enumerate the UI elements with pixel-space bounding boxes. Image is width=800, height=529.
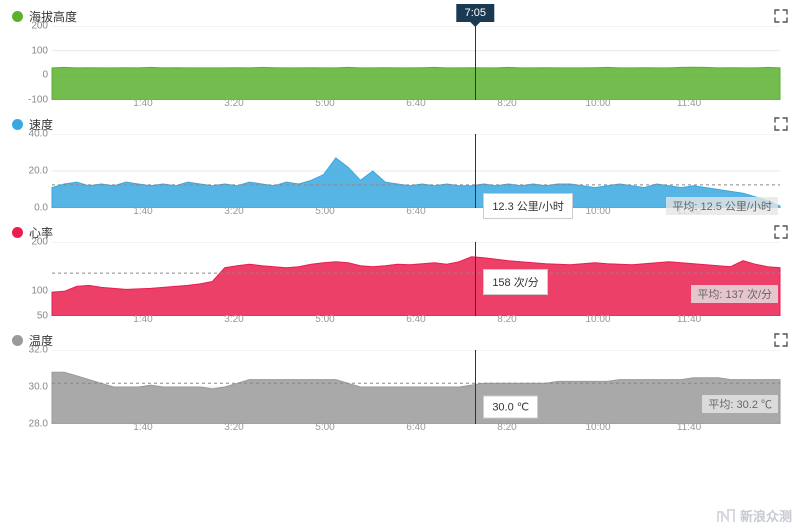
time-flag: 7:05 [457,4,494,22]
expand-icon[interactable] [774,117,788,131]
y-axis-labels: -1000100200 [14,26,50,100]
series-dot [12,335,23,346]
value-tooltip: 158 次/分 [483,269,547,295]
watermark-text: 新浪众测 [740,506,792,525]
value-tooltip: 12.3 公里/小时 [483,193,573,219]
panel-heartrate: 心率501002001:403:205:006:408:2010:0011:40… [0,216,800,324]
series-dot [12,119,23,130]
y-axis-labels: 0.020.040.0 [14,134,50,208]
avg-label: 平均: 137 次/分 [691,285,778,303]
y-axis-labels: 50100200 [14,242,50,316]
series-dot [12,227,23,238]
expand-icon[interactable] [774,225,788,239]
cursor-line [475,134,476,208]
cursor-line [475,350,476,424]
avg-label: 平均: 30.2 ℃ [702,395,778,413]
chart-area[interactable]: 28.030.032.01:403:205:006:408:2010:0011:… [12,350,788,438]
series-dot [12,11,23,22]
expand-icon[interactable] [774,9,788,23]
chart-area[interactable]: -10001002001:403:205:006:408:2010:0011:4… [12,26,788,114]
y-axis-labels: 28.030.032.0 [14,350,50,424]
panel-temperature: 温度28.030.032.01:403:205:006:408:2010:001… [0,324,800,432]
cursor-line [475,26,476,100]
cursor-line [475,242,476,316]
panel-speed: 速度0.020.040.01:403:205:006:408:2010:0011… [0,108,800,216]
chart-area[interactable]: 501002001:403:205:006:408:2010:0011:4015… [12,242,788,330]
value-tooltip: 30.0 ℃ [483,396,538,419]
expand-icon[interactable] [774,333,788,347]
avg-label: 平均: 12.5 公里/小时 [666,197,778,215]
watermark: 新浪众测 [716,506,792,525]
panel-altitude: 海拔高度-10001002001:403:205:006:408:2010:00… [0,0,800,108]
x-axis-labels: 1:403:205:006:408:2010:0011:40 [52,422,780,436]
chart-area[interactable]: 0.020.040.01:403:205:006:408:2010:0011:4… [12,134,788,222]
